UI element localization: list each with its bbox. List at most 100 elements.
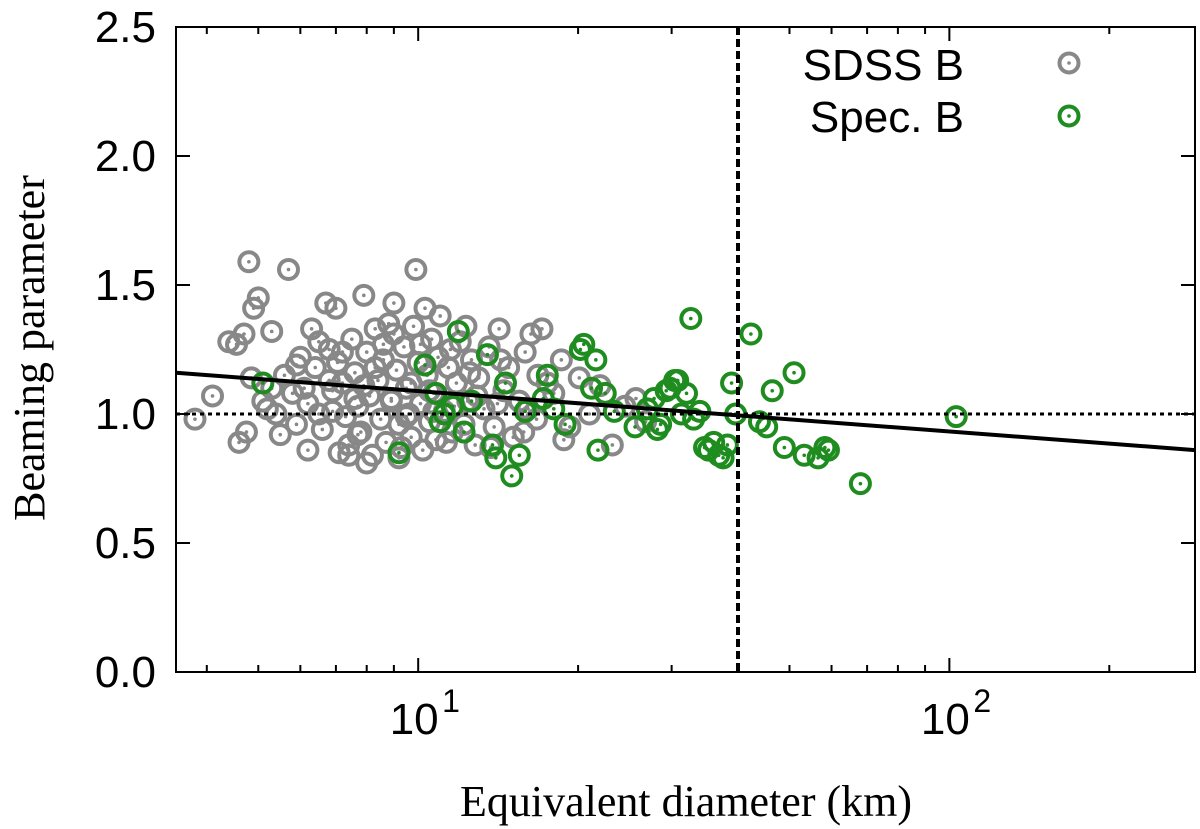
data-point-dot (716, 453, 721, 458)
data-point-dot (404, 414, 409, 419)
data-point-ring (649, 412, 673, 436)
data-point-ring (711, 446, 735, 470)
data-point-ring (572, 332, 596, 356)
data-point-dot (244, 430, 249, 434)
data-point (542, 397, 566, 421)
data-point-ring (584, 348, 608, 372)
series-spec-b (251, 307, 968, 496)
data-point-dot (309, 327, 314, 331)
data-point (549, 348, 573, 372)
data-point-dot (545, 373, 550, 378)
data-point (623, 415, 647, 439)
x-tick-exponent: 2 (973, 683, 991, 719)
data-point-dot (563, 422, 567, 427)
data-point (792, 443, 816, 467)
data-point-dot (469, 399, 474, 403)
data-point-ring (715, 433, 739, 457)
data-point (404, 258, 428, 282)
data-point-ring (268, 423, 292, 447)
data-point-dot (521, 430, 526, 434)
data-point (679, 307, 703, 331)
data-point (452, 420, 476, 444)
data-point-dot (436, 355, 440, 360)
data-point-ring (284, 353, 308, 377)
data-point-dot (282, 373, 287, 378)
data-point-dot (306, 401, 310, 406)
data-point-dot (397, 450, 401, 455)
data-point (552, 428, 576, 452)
data-point (260, 319, 284, 343)
data-point-dot (247, 259, 251, 264)
data-point-ring (260, 319, 284, 343)
data-point-dot (456, 329, 461, 334)
data-point-dot (578, 347, 583, 352)
data-point-ring (480, 433, 504, 457)
data-point-dot (294, 422, 299, 427)
data-point-dot (353, 396, 357, 401)
data-point-dot (450, 404, 455, 409)
data-point (346, 423, 370, 447)
data-point-dot (610, 443, 615, 447)
data-point-ring (530, 317, 554, 341)
data-point-dot (540, 327, 544, 331)
data-point-dot (792, 370, 796, 375)
data-point (458, 361, 482, 385)
legend-label-sdss-b: SDSS B (803, 41, 964, 90)
data-point-dot (418, 401, 423, 406)
data-point-dot (684, 391, 689, 396)
data-point-ring (277, 258, 301, 282)
data-point (482, 415, 506, 439)
data-point-dot (423, 306, 427, 311)
data-point-dot (423, 363, 427, 367)
data-point (584, 348, 608, 372)
data-point (232, 322, 256, 346)
data-point-ring (234, 420, 258, 444)
data-point-dot (353, 370, 357, 375)
data-point-dot (729, 381, 734, 385)
data-point-ring (500, 464, 524, 488)
data-point-dot (381, 342, 386, 347)
data-point-ring (281, 381, 305, 405)
y-tick-label: 2.5 (95, 3, 156, 52)
data-point-dot (359, 430, 363, 434)
data-point-dot (658, 422, 663, 427)
x-tick-label: 10 (921, 695, 970, 744)
data-point-ring (382, 291, 406, 315)
data-point-dot (589, 386, 594, 391)
data-point-ring (296, 438, 320, 462)
data-point-dot (495, 401, 500, 406)
data-point-ring (292, 376, 316, 400)
data-point-ring (586, 438, 610, 462)
data-point-ring (321, 399, 345, 423)
data-point-dot (603, 391, 608, 396)
data-point-ring (792, 443, 816, 467)
data-point-dot (503, 381, 508, 385)
data-point (711, 446, 735, 470)
data-point-dot (420, 448, 425, 452)
data-point-dot (438, 314, 442, 318)
y-tick-label: 0.5 (95, 519, 156, 568)
legend-marker-sdss-b-ring (1057, 51, 1081, 75)
fit-line (176, 370, 1195, 453)
data-point (251, 371, 275, 395)
data-point (237, 250, 261, 274)
data-point (489, 348, 513, 372)
legend-marker-spec-b-dot (1067, 114, 1071, 118)
data-point-dot (317, 339, 321, 344)
data-point-ring (848, 472, 872, 496)
data-point-ring (720, 371, 744, 395)
data-point (246, 286, 270, 310)
data-point (324, 296, 348, 320)
data-point (755, 415, 779, 439)
data-point-dot (498, 358, 503, 362)
plot-inner (176, 27, 1195, 672)
data-point-ring (535, 363, 559, 387)
data-point-dot (655, 427, 660, 432)
data-point-ring (739, 322, 763, 346)
data-point-dot (409, 435, 413, 440)
data-point-dot (823, 445, 827, 450)
data-point-dot (587, 412, 592, 416)
axes: 0.00.51.01.52.02.510 1 10 2 (95, 3, 1196, 744)
data-point-ring (324, 296, 348, 320)
data-point-dot (334, 306, 338, 311)
